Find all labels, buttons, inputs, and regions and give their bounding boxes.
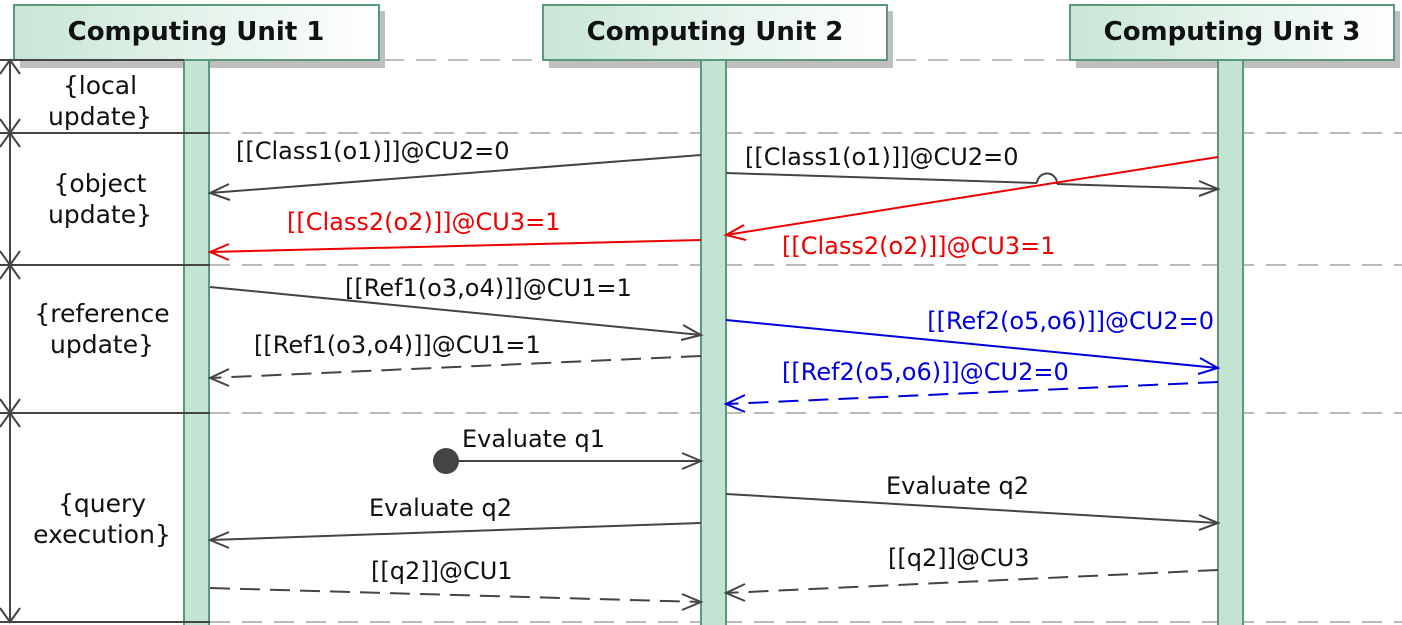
message-label: Evaluate q2 [369, 494, 512, 522]
message-label: [[Ref2(o5,o6)]]@CU2=0 [927, 307, 1214, 335]
message-label: [[Class1(o1)]]@CU2=0 [236, 137, 510, 165]
message-m13: [[q2]]@CU3 [723, 544, 1219, 602]
phase-reference-line2: update} [50, 330, 154, 359]
message-line [209, 355, 702, 379]
arrowhead [681, 593, 704, 611]
message-m10: Evaluate q2 [725, 472, 1221, 531]
arrowhead [723, 224, 747, 241]
message-m9: Evaluate q1 [433, 425, 704, 474]
message-line [725, 172, 1038, 184]
unit-title: Computing Unit 1 [68, 17, 325, 47]
message-line [725, 319, 1219, 369]
axis-arrow [0, 263, 21, 280]
message-label: [[Ref2(o5,o6)]]@CU2=0 [782, 358, 1069, 386]
message-label: [[Ref1(o3,o4)]]@CU1=1 [345, 274, 632, 302]
lifeline-cu2 [700, 59, 727, 625]
message-line [209, 286, 702, 336]
message-m8: [[Ref2(o5,o6)]]@CU2=0 [723, 358, 1219, 413]
unit-header-cu3: Computing Unit 3 [1069, 4, 1400, 68]
axis-arrow [0, 58, 21, 75]
header-box [542, 4, 888, 61]
message-line [1056, 183, 1219, 190]
arrowhead [1198, 514, 1221, 531]
message-m7: [[Ref2(o5,o6)]]@CU2=0 [725, 307, 1221, 375]
phase-axis [0, 58, 210, 624]
phase-query-line1: {query [58, 489, 146, 518]
phase-object-line2: update} [48, 200, 152, 229]
header-box [13, 4, 380, 61]
message-m1: [[Class1(o1)]]@CU2=0 [207, 137, 702, 201]
message-line [725, 493, 1219, 524]
header-box [1069, 4, 1395, 61]
phase-labels: {local update} {object update} {referenc… [33, 71, 171, 549]
message-line [209, 522, 702, 541]
message-line [209, 154, 702, 194]
phase-object-line1: {object [54, 169, 147, 198]
message-m6: [[Ref1(o3,o4)]]@CU1=1 [207, 331, 702, 387]
message-label: [[Class1(o1)]]@CU2=0 [745, 143, 1019, 171]
message-label: [[Class2(o2)]]@CU3=1 [287, 208, 561, 236]
lifeline-cu1 [183, 59, 210, 625]
unit-title: Computing Unit 2 [587, 17, 844, 47]
unit-title: Computing Unit 3 [1104, 17, 1361, 47]
phase-local-line1: {local [63, 71, 137, 100]
lifeline-cu3 [1217, 59, 1244, 625]
unit-header-cu1: Computing Unit 1 [13, 4, 385, 68]
message-line [209, 587, 702, 603]
message-m11: Evaluate q2 [207, 494, 702, 549]
axis-arrow [0, 411, 21, 428]
message-m12: [[q2]]@CU1 [209, 557, 704, 611]
message-line [725, 156, 1219, 236]
message-label: [[q2]]@CU1 [371, 557, 513, 585]
arrowhead [723, 394, 746, 413]
message-line [725, 569, 1219, 594]
message-line [725, 381, 1219, 405]
message-label: [[Ref1(o3,o4)]]@CU1=1 [254, 331, 541, 359]
message-line [209, 239, 702, 253]
arrowhead [681, 452, 704, 470]
arrowhead [1198, 180, 1221, 197]
message-label: Evaluate q2 [886, 472, 1029, 500]
phase-query-line2: execution} [33, 520, 171, 549]
message-label: [[Class2(o2)]]@CU3=1 [782, 232, 1056, 260]
message-m5: [[Ref1(o3,o4)]]@CU1=1 [209, 274, 704, 341]
message-m4: [[Class2(o2)]]@CU3=1 [207, 208, 702, 261]
axis-arrow [0, 607, 21, 624]
arrowhead [723, 583, 746, 602]
axis-arrow [0, 131, 21, 148]
message-label: [[q2]]@CU3 [888, 544, 1030, 572]
arrowhead [680, 324, 704, 341]
arrowhead [207, 531, 230, 549]
unit-header-cu2: Computing Unit 2 [542, 4, 893, 68]
arrowhead [207, 368, 230, 387]
crossing-hop [1036, 172, 1059, 185]
phase-local-line2: update} [48, 102, 152, 131]
phase-reference-line1: {reference [34, 299, 169, 328]
message-m2: [[Class1(o1)]]@CU2=0 [725, 143, 1221, 197]
message-label: Evaluate q1 [462, 425, 605, 453]
arrowhead [207, 183, 231, 201]
arrowhead [207, 243, 230, 261]
arrowhead [1197, 357, 1221, 375]
message-m3: [[Class2(o2)]]@CU3=1 [723, 156, 1219, 260]
lifelines [183, 59, 1244, 625]
